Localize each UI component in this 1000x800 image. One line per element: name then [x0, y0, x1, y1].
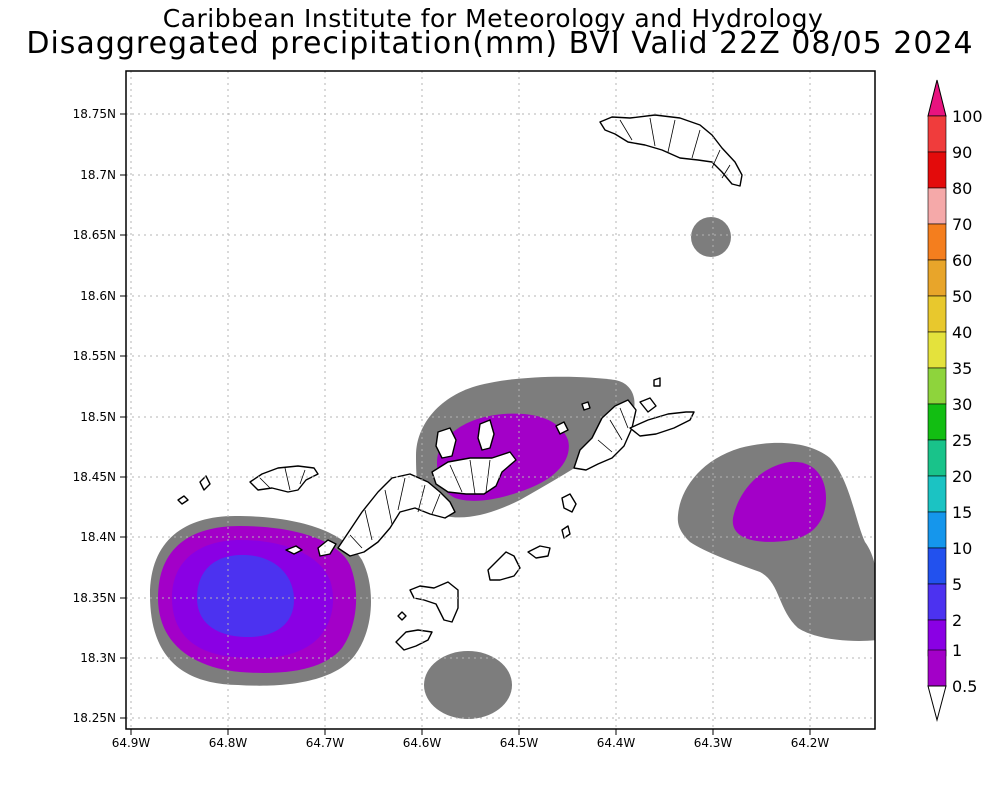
colorbar-label: 100: [952, 107, 983, 126]
island-peter: [487, 551, 521, 581]
colorbar-label: 50: [952, 287, 972, 306]
colorbar-swatch: [927, 223, 947, 261]
colorbar-swatch: [927, 115, 947, 153]
island-cooper: [409, 581, 459, 623]
island-ginger: [561, 493, 577, 513]
colorbar-swatch: [927, 649, 947, 687]
colorbar-label: 0.5: [952, 677, 977, 696]
colorbar: 100 90 80 70 60 50 40 35 30 25 20 15 10 …: [927, 79, 983, 722]
lat-label: 18.65N: [73, 228, 116, 242]
island-norman: [395, 629, 433, 651]
island-tortola: [337, 473, 456, 557]
colorbar-label: 2: [952, 611, 962, 630]
latitude-labels: 18.75N 18.7N 18.65N 18.6N 18.55N 18.5N 1…: [73, 107, 116, 725]
island-great-camanoe: [477, 419, 495, 451]
colorbar-top-arrow: [927, 79, 947, 117]
precip-area-purple-east: [732, 461, 826, 542]
lat-label: 18.4N: [80, 530, 116, 544]
lat-label: 18.6N: [80, 289, 116, 303]
lat-label: 18.3N: [80, 651, 116, 665]
precip-area-gray-east: [677, 442, 875, 641]
island-sandy-cay: [285, 545, 303, 555]
lat-label: 18.55N: [73, 349, 116, 363]
island-south-islet-a: [397, 611, 407, 621]
colorbar-label: 15: [952, 503, 972, 522]
lon-label: 64.8W: [209, 736, 248, 750]
island-se-islet: [555, 421, 569, 435]
precip-area-gray-south: [424, 651, 512, 719]
lon-label: 64.6W: [403, 736, 442, 750]
lon-label: 64.2W: [791, 736, 830, 750]
island-south-islet-b: [561, 525, 571, 539]
lat-label: 18.35N: [73, 591, 116, 605]
colorbar-swatch: [927, 439, 947, 477]
lat-label: 18.75N: [73, 107, 116, 121]
island-guana: [435, 427, 457, 459]
chart-title-line1: Caribbean Institute for Meteorology and …: [162, 4, 824, 33]
lat-label: 18.7N: [80, 168, 116, 182]
grid-lines: [126, 71, 875, 729]
colorbar-swatch: [927, 403, 947, 441]
colorbar-swatch: [927, 331, 947, 369]
colorbar-label: 1: [952, 641, 962, 660]
chart-title-line2: Disaggregated precipitation(mm) BVI Vali…: [26, 26, 974, 61]
island-virgin-gorda-north: [629, 411, 695, 437]
island-west-islet: [177, 495, 189, 505]
colorbar-label: 70: [952, 215, 972, 234]
island-jost-van-dyke: [249, 465, 319, 493]
lon-label: 64.9W: [112, 736, 151, 750]
colorbar-bottom-arrow: [927, 685, 947, 722]
island-dog: [639, 397, 657, 413]
lon-label: 64.4W: [597, 736, 636, 750]
colorbar-label: 10: [952, 539, 972, 558]
colorbar-label: 30: [952, 395, 972, 414]
island-ne-islet: [653, 377, 661, 387]
lat-label: 18.25N: [73, 711, 116, 725]
colorbar-label: 20: [952, 467, 972, 486]
lon-label: 64.3W: [694, 736, 733, 750]
precipitation-shading: [150, 217, 875, 719]
colorbar-swatch: [927, 151, 947, 189]
precip-area-blue-west: [197, 554, 294, 638]
island-virgin-gorda: [573, 399, 637, 471]
colorbar-label: 80: [952, 179, 972, 198]
colorbar-swatch: [927, 295, 947, 333]
colorbar-swatch: [927, 367, 947, 405]
colorbar-swatch: [927, 475, 947, 513]
lat-label: 18.5N: [80, 410, 116, 424]
lat-label: 18.45N: [73, 470, 116, 484]
island-ne-islet-b: [581, 401, 591, 411]
colorbar-label: 5: [952, 575, 962, 594]
precip-area-gray-north: [691, 217, 731, 257]
island-salt: [527, 545, 551, 559]
longitude-labels: 64.9W 64.8W 64.7W 64.6W 64.5W 64.4W 64.3…: [112, 736, 830, 750]
islands: [177, 114, 743, 651]
colorbar-label: 40: [952, 323, 972, 342]
colorbar-label: 60: [952, 251, 972, 270]
tick-marks: [120, 113, 811, 735]
colorbar-label: 35: [952, 359, 972, 378]
plot-frame: [125, 70, 876, 730]
colorbar-swatch: [927, 259, 947, 297]
island-little-jost: [317, 539, 337, 557]
lon-label: 64.7W: [306, 736, 345, 750]
colorbar-swatch: [927, 187, 947, 225]
island-anegada: [599, 114, 743, 187]
colorbar-label: 25: [952, 431, 972, 450]
lon-label: 64.5W: [500, 736, 539, 750]
colorbar-swatch: [927, 547, 947, 585]
island-beef-island: [431, 451, 517, 495]
colorbar-label: 90: [952, 143, 972, 162]
colorbar-swatch: [927, 583, 947, 621]
colorbar-swatch: [927, 511, 947, 549]
island-west-cay: [199, 475, 211, 491]
